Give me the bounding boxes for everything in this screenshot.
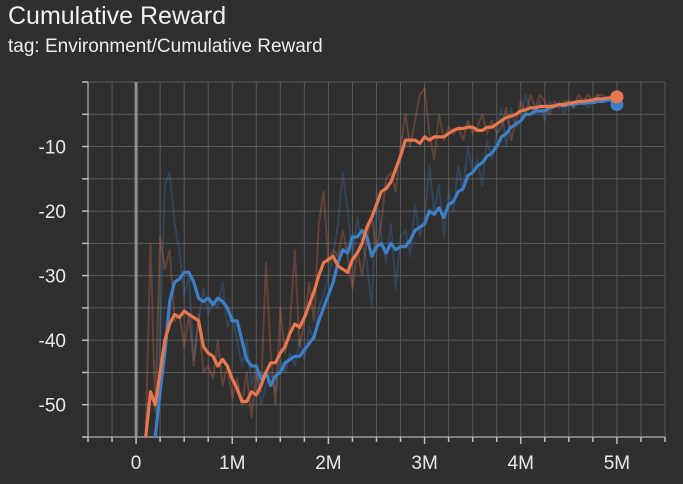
y-tick-label: -40 — [39, 331, 66, 352]
chart-title: Cumulative Reward — [8, 2, 227, 30]
tick-labels: 0 1M 2M 3M 4M 5M -10 -20 -30 -40 -50 — [39, 138, 631, 474]
y-tick-label: -10 — [39, 138, 66, 159]
axes — [82, 81, 666, 444]
grid — [87, 81, 666, 438]
y-tick-label: -50 — [39, 396, 66, 417]
series-2-smoothed-line — [144, 95, 619, 437]
chart-subtitle: tag: Environment/Cumulative Reward — [8, 36, 323, 57]
series-1-smoothed-line — [153, 98, 619, 437]
y-tick-label: -20 — [39, 202, 66, 223]
series-layer — [144, 87, 619, 437]
x-tick-label: 4M — [508, 453, 534, 474]
x-tick-label: 0 — [131, 453, 142, 474]
x-tick-label: 2M — [315, 453, 341, 474]
x-tick-label: 3M — [411, 453, 437, 474]
series-2-end-point[interactable] — [610, 90, 624, 104]
series-2-raw-line — [144, 87, 617, 437]
x-tick-label: 1M — [219, 453, 245, 474]
x-tick-label: 5M — [604, 453, 630, 474]
y-tick-label: -30 — [39, 267, 66, 288]
series-1-raw-line — [154, 93, 618, 437]
